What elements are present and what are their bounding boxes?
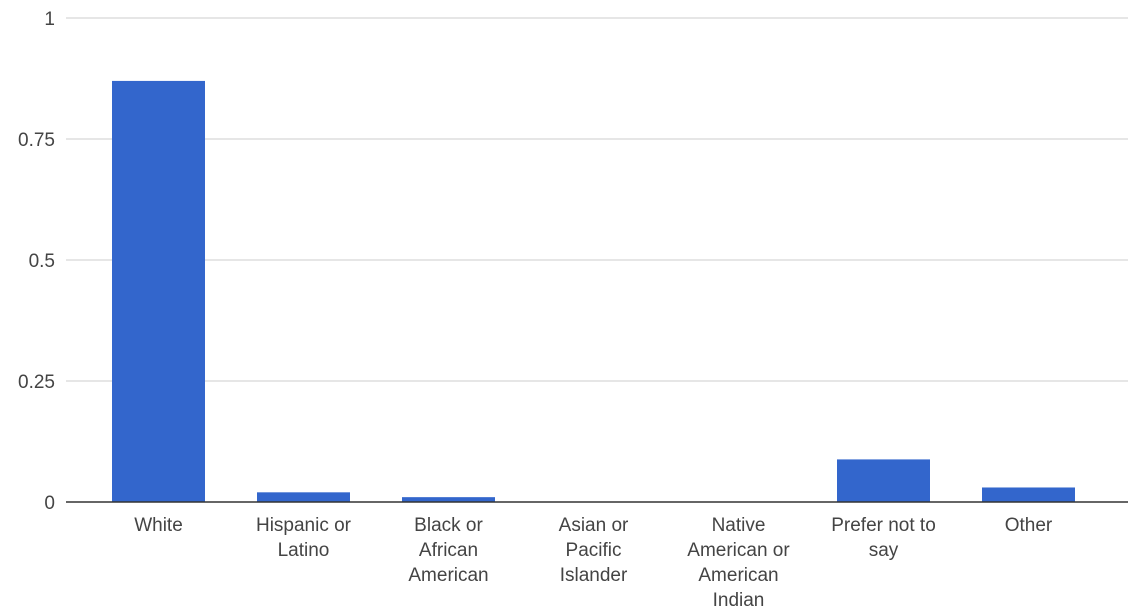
x-category-label-line: Other — [1005, 515, 1053, 536]
x-category-label: Black or African American — [408, 515, 488, 586]
y-tick-label: 1 — [44, 9, 55, 30]
x-category-label-line: Prefer not to — [831, 515, 936, 536]
bar — [402, 497, 495, 502]
bar — [982, 487, 1075, 502]
bar — [837, 459, 930, 502]
x-category-label-line: Black or — [414, 515, 483, 536]
x-category-label-line: Hispanic or — [256, 515, 352, 536]
grid-lines — [66, 17, 1128, 382]
y-tick-label: 0.5 — [29, 251, 55, 272]
x-category-label-line: American or — [687, 540, 790, 561]
x-category-label-line: Islander — [560, 565, 628, 586]
x-axis-category-labels: White Hispanic or Latino Black or African Ame… — [134, 515, 1053, 611]
x-category-label-line: African — [419, 540, 478, 561]
x-category-label-line: American — [698, 565, 778, 586]
x-category-label-line: Asian or — [559, 515, 629, 536]
x-category-label: Asian or Pacific Islander — [559, 515, 629, 586]
bar — [257, 492, 350, 502]
x-category-label-line: White — [134, 515, 183, 536]
x-category-label: Native American or American Indian — [687, 515, 790, 611]
x-category-label-line: Pacific — [566, 540, 622, 561]
bar — [112, 80, 205, 503]
y-tick-label: 0.25 — [18, 372, 55, 393]
y-tick-label: 0 — [44, 493, 55, 514]
x-category-label-line: American — [408, 565, 488, 586]
x-category-label-line: Latino — [278, 540, 330, 561]
x-category-label: Hispanic or Latino — [256, 515, 352, 561]
bars — [112, 80, 1075, 503]
x-category-label: Prefer not to say — [831, 515, 936, 561]
x-category-label: Other — [1005, 515, 1053, 536]
y-tick-label: 0.75 — [18, 130, 55, 151]
y-axis-tick-labels: 0 0.25 0.5 0.75 1 — [18, 9, 55, 514]
x-category-label-line: Indian — [713, 590, 765, 611]
x-category-label-line: say — [869, 540, 899, 561]
x-category-label: White — [134, 515, 183, 536]
x-category-label-line: Native — [712, 515, 766, 536]
